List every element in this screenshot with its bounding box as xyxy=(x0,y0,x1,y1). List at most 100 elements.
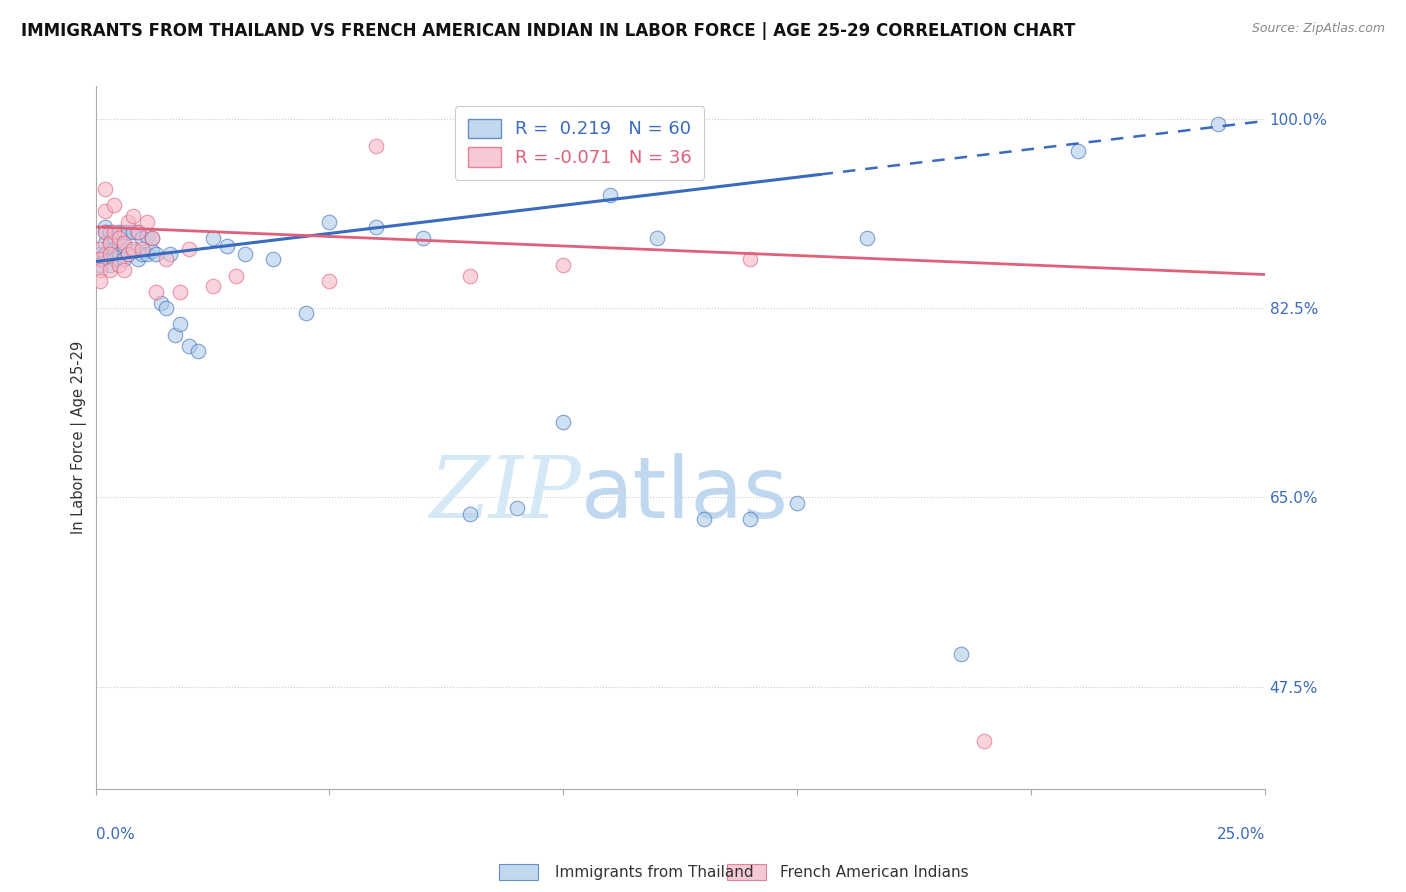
Point xyxy=(179,339,201,353)
Point xyxy=(145,247,167,261)
Point xyxy=(179,242,201,256)
Point xyxy=(122,244,145,258)
Point xyxy=(225,268,247,283)
Point xyxy=(127,252,149,267)
Point xyxy=(169,318,191,332)
Point xyxy=(141,244,163,258)
Point xyxy=(949,647,972,661)
Point xyxy=(89,247,111,261)
Point xyxy=(159,247,181,261)
Point xyxy=(89,242,111,256)
Point xyxy=(112,239,135,253)
Point xyxy=(89,252,111,267)
Point xyxy=(94,182,117,196)
Point xyxy=(786,496,808,510)
Point xyxy=(318,214,340,228)
Point xyxy=(117,247,139,261)
Point xyxy=(112,263,135,277)
Point xyxy=(553,258,575,272)
Point xyxy=(740,252,762,267)
Point xyxy=(89,252,111,267)
Point xyxy=(122,242,145,256)
Point xyxy=(94,247,117,261)
Point xyxy=(103,231,125,245)
Text: French American Indians: French American Indians xyxy=(780,865,969,880)
Text: Source: ZipAtlas.com: Source: ZipAtlas.com xyxy=(1251,22,1385,36)
Text: 0.0%: 0.0% xyxy=(96,827,135,842)
Point xyxy=(215,239,238,253)
Point xyxy=(127,225,149,239)
Text: Immigrants from Thailand: Immigrants from Thailand xyxy=(555,865,754,880)
Point xyxy=(165,328,187,343)
Point xyxy=(108,258,131,272)
Point xyxy=(112,236,135,251)
Point xyxy=(262,252,284,267)
Point xyxy=(89,258,111,272)
Point xyxy=(141,231,163,245)
Point xyxy=(103,252,125,267)
Point xyxy=(150,295,173,310)
Point xyxy=(122,225,145,239)
Point xyxy=(98,247,121,261)
Point xyxy=(201,231,224,245)
Point xyxy=(136,228,159,243)
Point xyxy=(599,187,621,202)
Point xyxy=(136,247,159,261)
Point xyxy=(412,231,434,245)
Point xyxy=(295,306,318,320)
Point xyxy=(233,247,256,261)
Point xyxy=(145,285,167,299)
Point xyxy=(740,512,762,526)
Point xyxy=(108,231,131,245)
Text: ZIP: ZIP xyxy=(429,453,581,535)
Point xyxy=(98,225,121,239)
Point xyxy=(692,512,714,526)
Point xyxy=(1067,145,1090,159)
Point xyxy=(108,236,131,251)
Text: 25.0%: 25.0% xyxy=(1216,827,1265,842)
Point xyxy=(98,236,121,251)
Point xyxy=(112,252,135,267)
Text: atlas: atlas xyxy=(581,452,789,535)
Point xyxy=(98,258,121,272)
Legend: R =  0.219   N = 60, R = -0.071   N = 36: R = 0.219 N = 60, R = -0.071 N = 36 xyxy=(456,106,704,180)
Point xyxy=(127,225,149,239)
Point xyxy=(141,231,163,245)
Point xyxy=(112,225,135,239)
Point xyxy=(131,247,153,261)
Point xyxy=(94,203,117,218)
Point xyxy=(366,139,388,153)
Point xyxy=(1206,117,1229,131)
Point xyxy=(169,285,191,299)
Point xyxy=(366,219,388,234)
Point xyxy=(973,733,995,747)
Point xyxy=(458,507,481,521)
Point xyxy=(98,263,121,277)
Point xyxy=(108,247,131,261)
Point xyxy=(318,274,340,288)
Point xyxy=(94,219,117,234)
Point xyxy=(117,214,139,228)
Point xyxy=(122,209,145,223)
Point xyxy=(155,301,177,315)
Point xyxy=(131,231,153,245)
Point xyxy=(131,242,153,256)
Point xyxy=(187,344,209,359)
Point xyxy=(94,236,117,251)
Point xyxy=(98,236,121,251)
Point xyxy=(201,279,224,293)
Point xyxy=(103,242,125,256)
Point xyxy=(136,214,159,228)
Point xyxy=(98,247,121,261)
Point xyxy=(89,274,111,288)
Point xyxy=(108,225,131,239)
Point xyxy=(117,225,139,239)
Text: IMMIGRANTS FROM THAILAND VS FRENCH AMERICAN INDIAN IN LABOR FORCE | AGE 25-29 CO: IMMIGRANTS FROM THAILAND VS FRENCH AMERI… xyxy=(21,22,1076,40)
Point xyxy=(505,501,527,516)
Point xyxy=(856,231,879,245)
Point xyxy=(117,247,139,261)
Y-axis label: In Labor Force | Age 25-29: In Labor Force | Age 25-29 xyxy=(72,342,87,534)
Point xyxy=(553,415,575,429)
Point xyxy=(103,198,125,212)
Point xyxy=(89,263,111,277)
